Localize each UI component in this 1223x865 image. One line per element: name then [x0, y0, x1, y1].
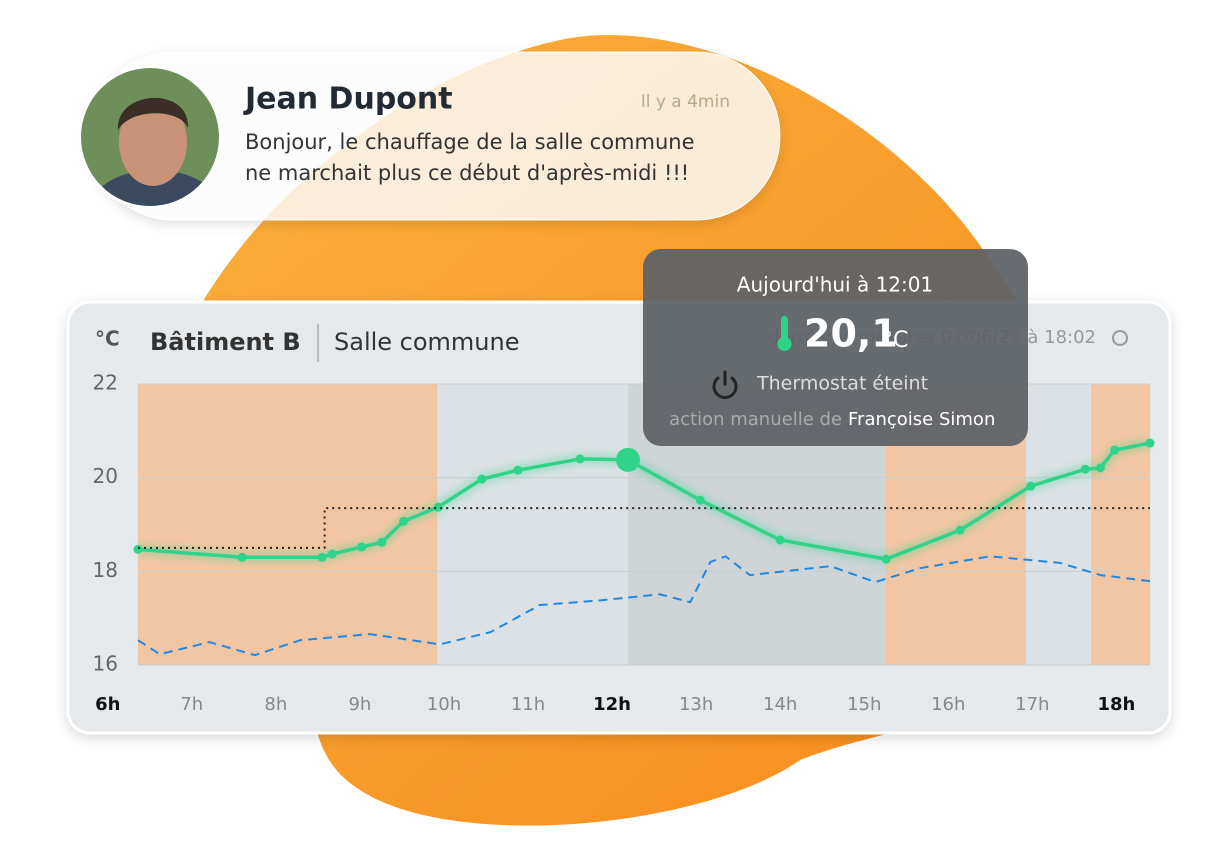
point — [477, 474, 487, 484]
point — [513, 465, 523, 475]
point — [1026, 481, 1036, 491]
point — [237, 552, 247, 562]
x-tick-label: 9h — [348, 694, 371, 715]
x-tick-label: 7h — [180, 694, 203, 715]
tooltip-title: Aujourd'hui à 12:01 — [737, 273, 933, 297]
x-tick-label: 17h — [1015, 694, 1049, 715]
x-tick-label: 11h — [511, 694, 545, 715]
point — [1080, 464, 1090, 474]
x-tick-label: 13h — [679, 694, 713, 715]
building: Bâtiment B — [150, 328, 301, 356]
point — [955, 525, 965, 535]
author: Jean Dupont — [243, 82, 453, 117]
point — [357, 542, 367, 552]
tooltip: Aujourd'hui à 12:01 20,1 °C Thermostat é… — [643, 249, 1028, 446]
point — [433, 502, 443, 512]
point — [133, 544, 143, 554]
x-tick-label: 10h — [427, 694, 461, 715]
tooltip-action: action manuelle de — [669, 409, 842, 430]
tooltip-status: Thermostat éteint — [756, 373, 928, 395]
message-line: ne marchait plus ce début d'après-midi !… — [245, 161, 689, 185]
unit: °C — [95, 327, 120, 351]
x-tick-label: 12h — [593, 694, 631, 715]
x-tick-label: 14h — [763, 694, 797, 715]
thermo-icon — [781, 316, 788, 344]
point — [317, 552, 327, 562]
message-card: Jean Dupont Il y a 4min Bonjour, le chau… — [78, 51, 781, 221]
point — [1110, 445, 1120, 455]
point — [399, 516, 409, 526]
point — [616, 447, 641, 472]
power-icon — [712, 370, 738, 399]
avatar — [81, 68, 219, 206]
tooltip-value: 20,1 — [804, 312, 898, 356]
tooltip-user: Françoise Simon — [848, 409, 995, 430]
point — [327, 549, 337, 559]
y-tick-label: 16 — [93, 652, 118, 676]
point — [775, 535, 785, 545]
point — [377, 537, 387, 547]
heating-band — [1091, 384, 1150, 665]
point — [1095, 463, 1105, 473]
refresh-icon[interactable] — [1112, 330, 1128, 346]
series-line — [137, 555, 1151, 657]
point — [695, 495, 705, 505]
message-line: Bonjour, le chauffage de la salle commun… — [245, 130, 695, 154]
y-tick-label: 20 — [93, 464, 118, 488]
time: Il y a 4min — [641, 92, 730, 112]
y-tick-label: 18 — [93, 558, 118, 582]
tooltip-unit: °C — [882, 328, 908, 353]
point — [881, 554, 891, 564]
x-tick-label: 15h — [847, 694, 881, 715]
room: Salle commune — [334, 328, 520, 356]
x-tick-label: 8h — [264, 694, 287, 715]
x-tick-label: 18h — [1097, 694, 1135, 715]
point — [575, 454, 585, 464]
y-tick-label: 22 — [93, 371, 118, 395]
point — [1145, 438, 1155, 448]
x-tick-label: 6h — [95, 694, 120, 715]
heating-band — [138, 384, 438, 665]
x-tick-label: 16h — [931, 694, 965, 715]
